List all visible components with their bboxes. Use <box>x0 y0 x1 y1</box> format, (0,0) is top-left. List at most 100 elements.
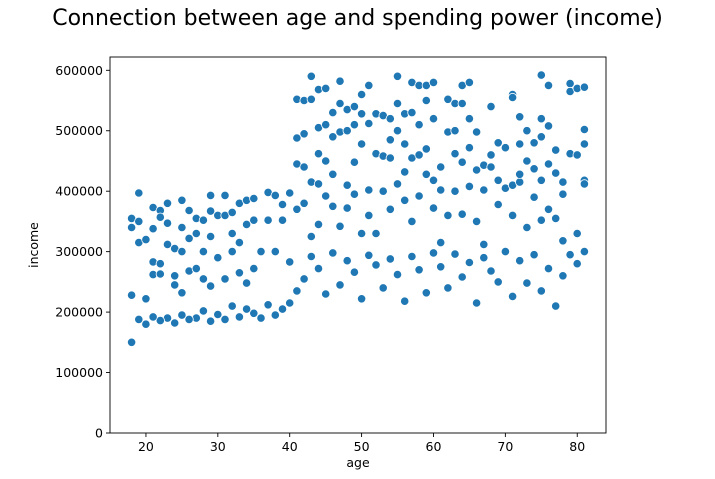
data-point <box>198 274 208 284</box>
data-point <box>385 114 395 124</box>
data-point <box>385 153 395 163</box>
data-point <box>579 124 590 135</box>
data-point <box>191 263 201 274</box>
data-point <box>558 189 568 199</box>
data-point <box>134 188 144 198</box>
data-point <box>464 181 474 191</box>
data-point <box>321 156 331 166</box>
data-point <box>227 228 237 239</box>
data-point <box>507 291 518 301</box>
chart-title: Connection between age and spending powe… <box>52 6 663 31</box>
y-tick-label: 0 <box>95 426 103 441</box>
data-point <box>306 94 316 104</box>
data-point <box>392 269 403 280</box>
data-point <box>400 167 410 177</box>
data-point <box>349 102 359 112</box>
data-point <box>349 157 359 167</box>
data-point <box>493 175 503 185</box>
data-point <box>515 139 525 149</box>
data-point <box>507 210 518 220</box>
data-point <box>479 253 489 263</box>
data-point <box>206 231 216 242</box>
data-point <box>414 265 424 275</box>
data-point <box>479 185 489 195</box>
data-point <box>227 247 237 257</box>
data-point <box>328 201 338 211</box>
x-tick-label: 50 <box>354 439 370 454</box>
data-point <box>220 274 230 284</box>
data-point <box>486 102 496 112</box>
data-point <box>522 278 532 288</box>
data-point <box>155 212 165 222</box>
data-point <box>356 109 367 119</box>
data-point <box>428 203 439 213</box>
data-point <box>543 121 554 131</box>
data-point <box>536 175 546 185</box>
data-point <box>155 315 165 326</box>
data-point <box>436 262 446 272</box>
data-point <box>177 247 187 257</box>
data-point <box>421 95 431 106</box>
data-point <box>371 260 381 270</box>
data-point <box>414 191 424 201</box>
data-point <box>450 249 460 259</box>
data-point <box>335 98 345 109</box>
data-point <box>500 247 510 257</box>
data-point <box>436 185 446 195</box>
data-point <box>356 228 367 239</box>
data-point <box>493 138 503 148</box>
data-point <box>536 215 546 225</box>
data-point <box>213 253 223 263</box>
data-point <box>356 89 367 100</box>
data-point <box>162 239 173 249</box>
data-point <box>141 294 151 304</box>
data-point <box>313 263 324 274</box>
data-point <box>177 288 187 298</box>
data-point <box>392 179 403 189</box>
data-point <box>349 189 359 199</box>
data-point <box>292 133 302 143</box>
data-point <box>277 199 288 210</box>
data-point <box>364 118 374 129</box>
data-point <box>522 222 532 233</box>
data-point <box>328 169 338 179</box>
data-point <box>249 263 259 274</box>
data-point <box>464 114 474 124</box>
data-point <box>364 80 374 91</box>
data-point <box>328 248 338 258</box>
plot-frame <box>109 56 607 434</box>
data-point <box>471 165 482 175</box>
data-point <box>400 195 410 205</box>
data-point <box>191 228 201 239</box>
data-point <box>270 310 280 320</box>
data-point <box>227 301 237 311</box>
data-point <box>407 251 417 262</box>
data-point <box>285 298 295 308</box>
data-point <box>428 175 439 185</box>
data-point <box>371 228 381 239</box>
data-point <box>579 82 590 92</box>
data-point <box>177 310 187 320</box>
data-point <box>335 221 345 231</box>
data-point <box>471 298 482 308</box>
data-point <box>206 206 216 216</box>
data-point <box>407 216 417 226</box>
data-point <box>170 280 180 290</box>
data-point <box>536 286 546 296</box>
data-point <box>170 271 180 281</box>
x-tick-label: 70 <box>497 439 513 454</box>
data-point <box>242 278 252 288</box>
data-point <box>479 239 489 249</box>
data-point <box>249 193 259 204</box>
data-point <box>356 139 367 149</box>
data-point <box>321 120 331 130</box>
data-point <box>421 144 431 154</box>
data-point <box>407 108 417 118</box>
data-point <box>443 210 453 220</box>
data-point <box>572 150 582 160</box>
data-point <box>457 157 467 167</box>
data-point <box>536 132 546 142</box>
data-point <box>457 209 467 219</box>
data-point <box>148 224 158 234</box>
data-point <box>321 289 331 299</box>
